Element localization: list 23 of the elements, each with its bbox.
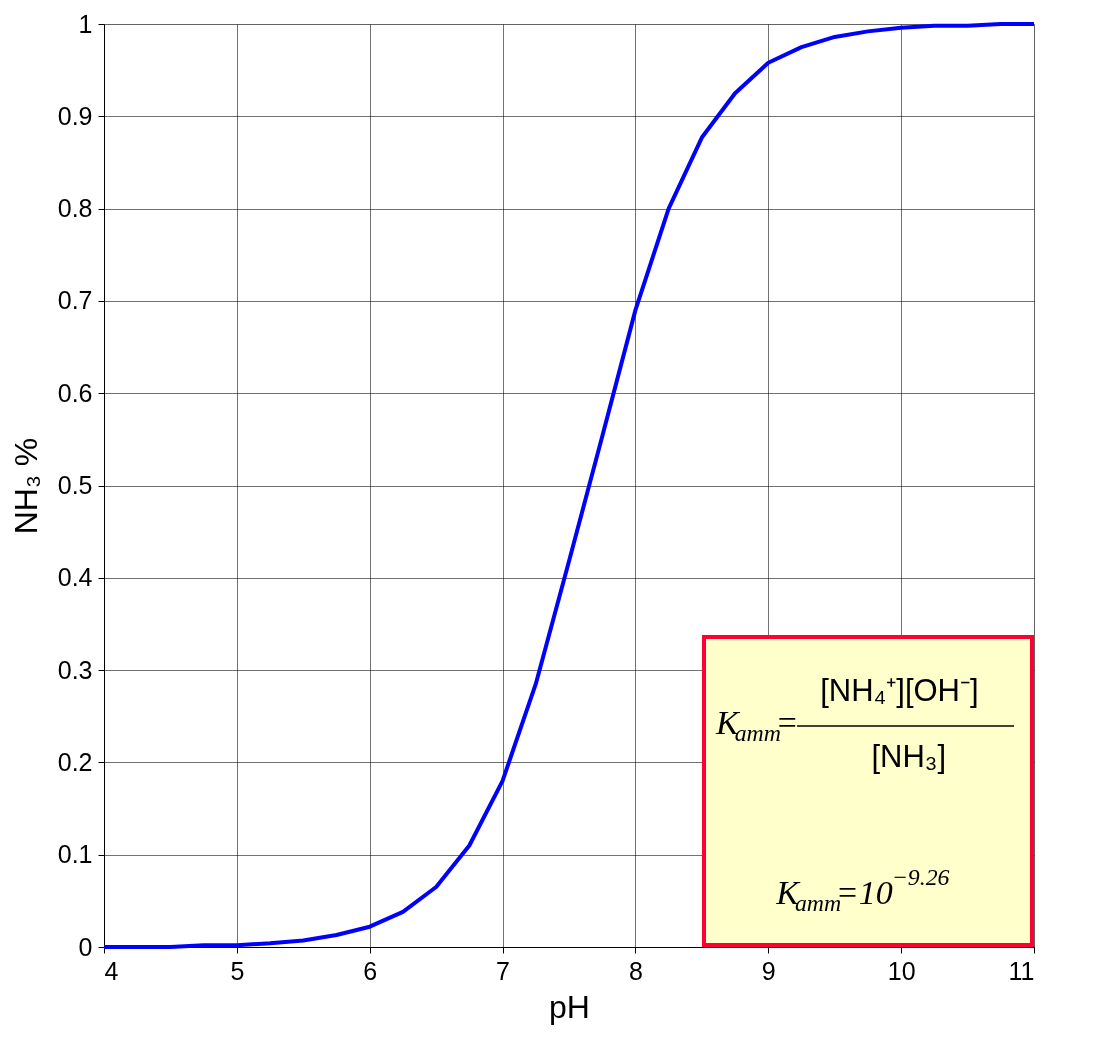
annotation: [NH₄⁺][OH⁻] [820, 673, 979, 708]
y-tick-label: 0.7 [57, 286, 93, 315]
x-tick-label: 9 [761, 956, 776, 985]
y-tick-label: 1 [78, 9, 93, 38]
x-tick-label: 4 [104, 956, 119, 985]
x-axis-title: pH [549, 988, 590, 1025]
y-axis-title: NH₃ % [7, 437, 44, 535]
y-tick-label: 0.3 [57, 655, 93, 684]
x-tick-label: 6 [363, 956, 378, 985]
y-tick-label: 0.5 [57, 471, 93, 499]
annotation: [NH₃] [871, 739, 946, 774]
y-tick-label: 0 [78, 932, 93, 961]
x-tick-label: 8 [628, 956, 643, 985]
y-tick-label: 0.2 [57, 747, 93, 776]
y-tick-label: 0.1 [57, 840, 93, 869]
y-tick-label: 0.6 [57, 378, 93, 407]
y-tick-label: 0.9 [57, 101, 93, 130]
x-tick-label: 11 [1008, 956, 1035, 985]
y-tick-label: 0.4 [57, 563, 93, 592]
x-tick-label: 7 [496, 956, 511, 985]
x-tick-label: 5 [230, 956, 245, 985]
y-tick-label: 0.8 [57, 194, 93, 223]
x-tick-label: 10 [887, 956, 916, 985]
